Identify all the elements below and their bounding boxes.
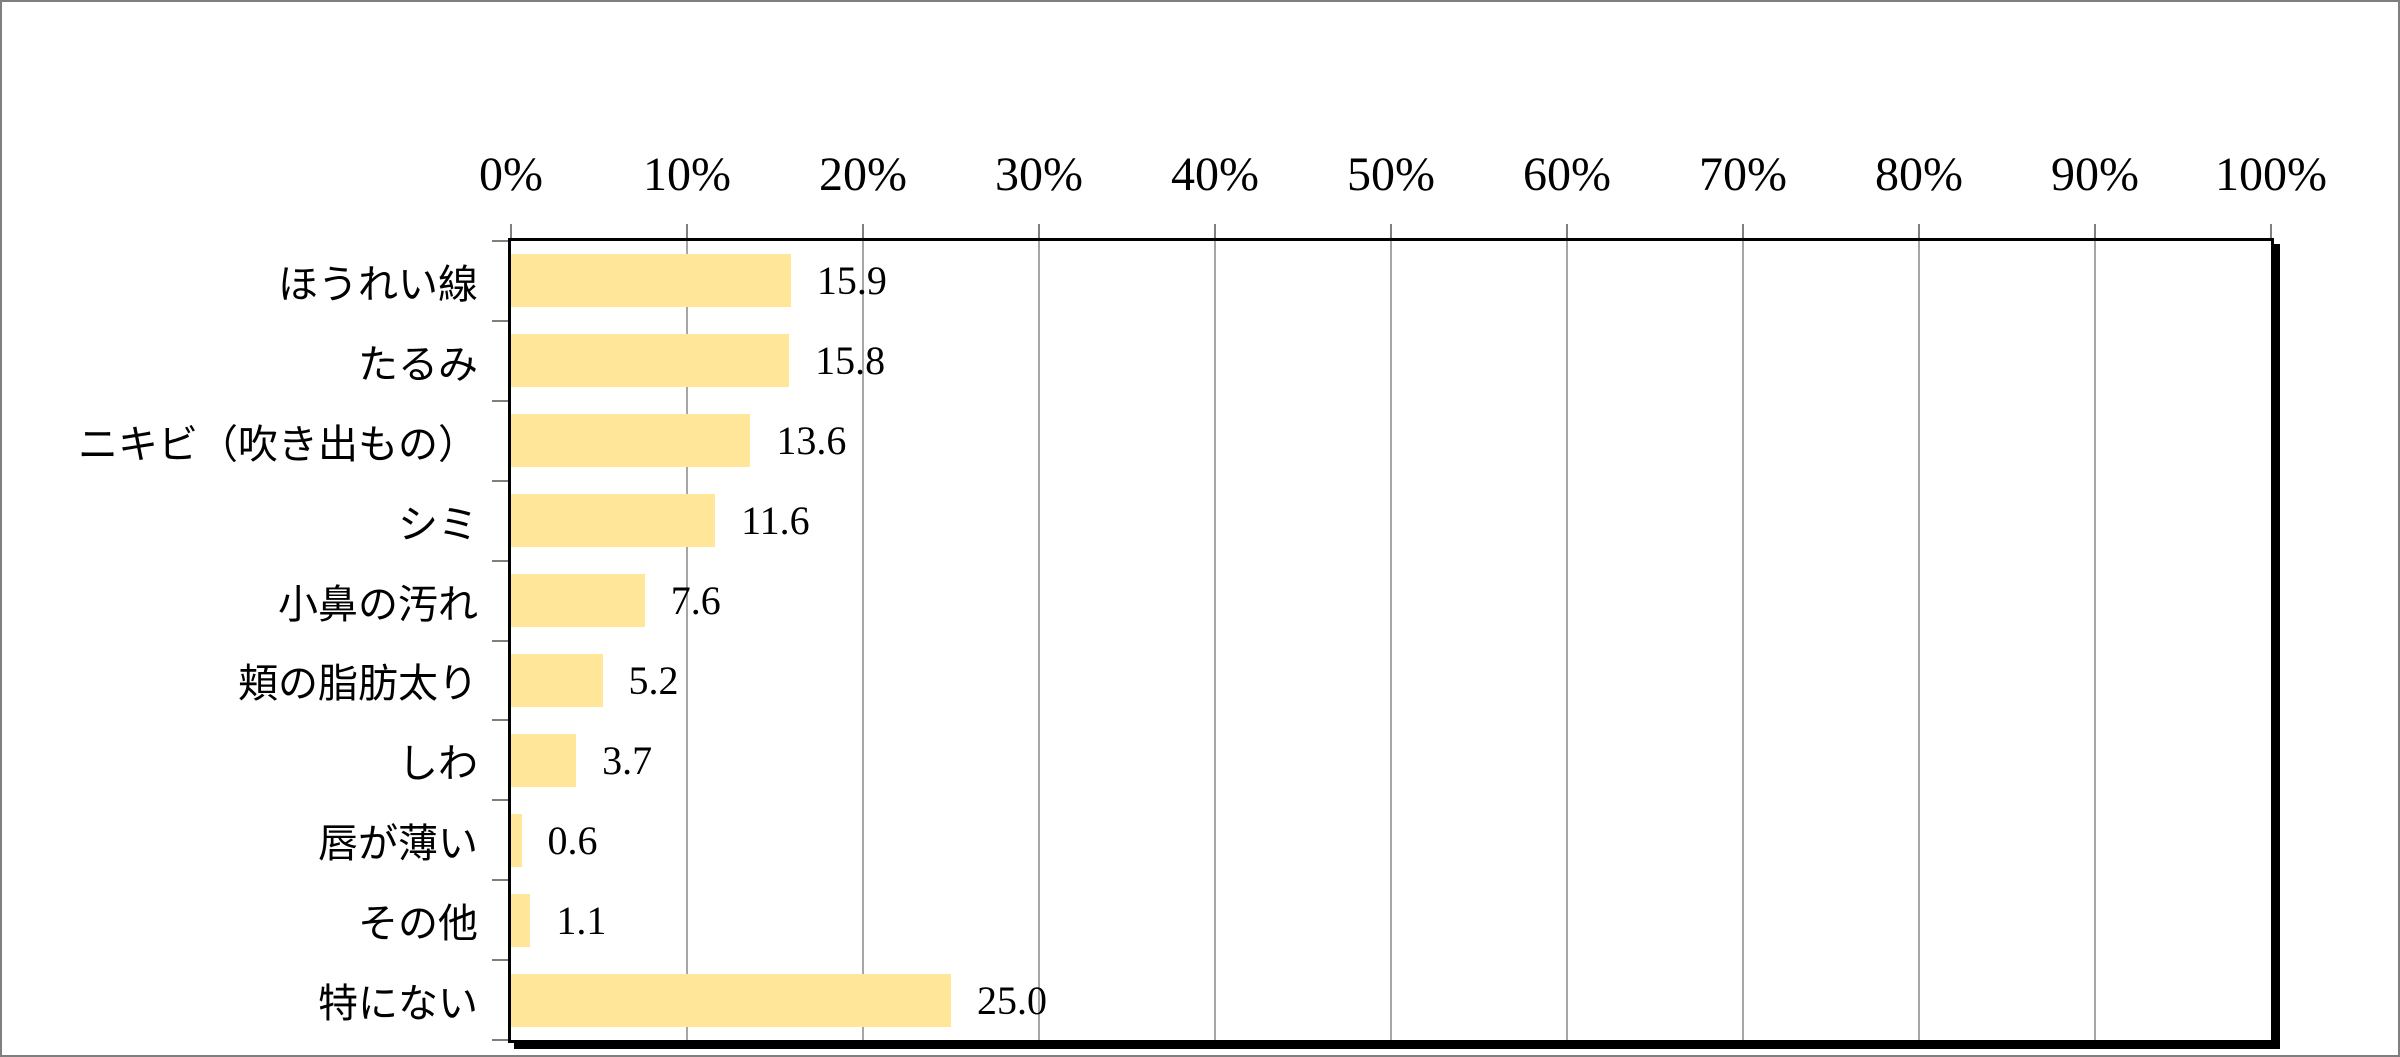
vertical-gridline [1038, 241, 1040, 1040]
category-axis-tick-mark [492, 399, 508, 402]
x-axis-tick-label: 100% [2215, 148, 2327, 201]
vertical-gridline [1742, 241, 1744, 1040]
bar [511, 653, 603, 707]
bar [511, 733, 577, 787]
category-label: ほうれい線 [278, 261, 478, 307]
x-axis-tick-label: 70% [1699, 148, 1787, 201]
category-axis-tick-mark [492, 719, 508, 722]
x-axis-tick-mark [686, 224, 688, 238]
bar-value-label: 3.7 [602, 737, 653, 783]
bar-value-label: 25.0 [977, 977, 1047, 1023]
vertical-gridline [2094, 241, 2096, 1040]
bar [511, 254, 791, 308]
category-axis-tick-mark [492, 799, 508, 802]
category-axis-tick-mark [492, 240, 508, 242]
x-axis-tick-label: 10% [643, 148, 731, 201]
x-axis-tick-mark [1742, 224, 1744, 238]
bar [511, 334, 790, 388]
vertical-gridline [862, 241, 864, 1040]
vertical-gridline [1214, 241, 1216, 1040]
vertical-gridline [1918, 241, 1920, 1040]
x-axis-tick-label: 80% [1875, 148, 1963, 201]
category-axis-tick-mark [492, 639, 508, 642]
bar-value-label: 7.6 [670, 578, 721, 624]
bar-value-label: 1.1 [556, 897, 607, 943]
x-axis-tick-mark [510, 224, 512, 238]
x-axis-tick-label: 50% [1347, 148, 1435, 201]
bar-value-label: 0.6 [547, 817, 598, 863]
plot-area: 15.9 15.8 13.6 11.6 7.6 5.2 3.7 0.6 1.1 25.0 [492, 224, 2274, 1043]
x-axis-tick-mark [2270, 224, 2272, 238]
bar [511, 893, 531, 947]
category-label: しわ [398, 741, 478, 787]
bar-value-label: 5.2 [628, 657, 679, 703]
vertical-gridline [686, 241, 688, 1040]
category-label: 特にない [318, 981, 478, 1027]
x-axis-tick-mark [2094, 224, 2096, 238]
x-axis-tick-mark [1918, 224, 1920, 238]
category-label: 小鼻の汚れ [278, 581, 478, 627]
category-label: 唇が薄い [318, 821, 478, 867]
category-axis-tick-mark [492, 879, 508, 882]
category-axis-tick-mark [492, 959, 508, 962]
x-axis-tick-label: 0% [479, 148, 543, 201]
bar-value-label: 15.8 [815, 338, 886, 384]
bar [511, 574, 645, 628]
category-label: たるみ [358, 341, 478, 387]
category-label: 頬の脂肪太り [238, 661, 478, 707]
category-axis-tick-mark [492, 319, 508, 322]
x-axis-tick-mark [1390, 224, 1392, 238]
bar [511, 813, 522, 867]
category-axis-tick-mark [492, 1039, 508, 1041]
vertical-gridline [1390, 241, 1392, 1040]
x-axis-tick-mark [1038, 224, 1040, 238]
category-label: その他 [358, 901, 478, 947]
category-label: ニキビ（吹き出もの） [78, 421, 478, 467]
x-axis-tick-label: 40% [1171, 148, 1259, 201]
bar-value-label: 15.9 [816, 258, 887, 304]
x-axis-tick-mark [1214, 224, 1216, 238]
category-axis-tick-mark [492, 559, 508, 562]
bar-value-label: 13.6 [776, 418, 847, 464]
bar [511, 973, 951, 1027]
category-axis-tick-mark [492, 479, 508, 482]
x-axis-tick-label: 20% [819, 148, 907, 201]
x-axis-tick-label: 30% [995, 148, 1083, 201]
bar-value-label: 11.6 [741, 498, 810, 544]
bar [511, 494, 716, 548]
category-label: シミ [398, 501, 478, 547]
vertical-gridline [1566, 241, 1568, 1040]
bar [511, 414, 751, 468]
x-axis-tick-mark [862, 224, 864, 238]
x-axis-tick-label: 60% [1523, 148, 1611, 201]
x-axis-tick-label: 90% [2051, 148, 2139, 201]
x-axis-tick-mark [1566, 224, 1568, 238]
